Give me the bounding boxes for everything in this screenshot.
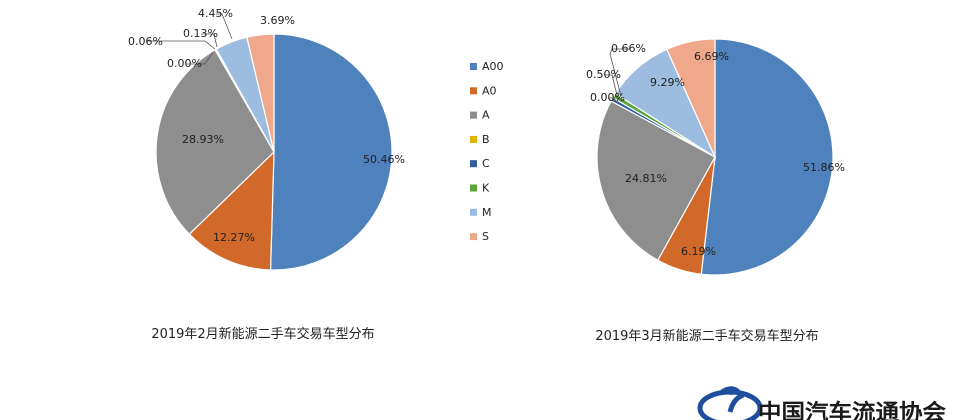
association-logo: 中国汽车流通协会	[697, 386, 946, 420]
legend-label: C	[482, 157, 490, 170]
legend-swatch	[470, 87, 477, 95]
data-label: 28.93%	[182, 133, 224, 146]
association-name: 中国汽车流通协会	[758, 400, 946, 420]
legend-swatch	[470, 233, 477, 241]
data-label: 3.69%	[260, 14, 295, 27]
data-label: 12.27%	[213, 231, 255, 244]
leader-line	[216, 13, 233, 40]
data-label: 6.69%	[694, 50, 729, 63]
leader-line	[609, 48, 630, 97]
legend-swatch	[470, 184, 477, 192]
pie-slice-a00	[700, 38, 834, 276]
chart-title-feb: 2019年2月新能源二手车交易车型分布	[151, 326, 374, 342]
legend-swatch	[470, 135, 477, 143]
legend-label: S	[482, 230, 489, 243]
pie-chart-feb: 50.46% 12.27% 28.93% 0.00% 0.06% 0.13% 4.45% 3.…	[128, 7, 405, 271]
legend-swatch	[470, 111, 477, 119]
data-label: 0.66%	[611, 42, 646, 55]
pie-slice-a	[596, 100, 716, 262]
chart-title-mar: 2019年3月新能源二手车交易车型分布	[595, 328, 818, 344]
data-label: 0.00%	[167, 57, 202, 70]
legend-label: M	[482, 206, 492, 219]
pie-slice-s	[246, 33, 275, 153]
pie-chart-mar: 51.86% 6.19% 24.81% 0.00% 0.50% 0.66% 9.29% 6.6…	[586, 38, 845, 276]
data-label: 0.13%	[183, 27, 218, 40]
data-label: 24.81%	[625, 172, 667, 185]
legend-swatch	[470, 208, 477, 216]
leader-line	[608, 97, 618, 104]
pie-slice-s	[666, 38, 716, 158]
leader-line	[604, 74, 619, 100]
data-label: 50.46%	[363, 153, 405, 166]
leader-line	[186, 51, 214, 65]
data-label: 9.29%	[650, 76, 685, 89]
leader-line	[201, 33, 218, 48]
data-label: 4.45%	[198, 7, 233, 20]
data-label: 0.00%	[590, 91, 625, 104]
leader-line	[146, 40, 216, 50]
data-label: 51.86%	[803, 161, 845, 174]
pie-slice-a00	[269, 33, 393, 271]
legend-swatch	[470, 160, 477, 168]
data-label: 6.19%	[681, 245, 716, 258]
legend-label: A0	[482, 84, 497, 97]
legend-label: A	[482, 109, 490, 122]
data-label: 0.06%	[128, 35, 163, 48]
legend-label: K	[482, 182, 490, 195]
legend-label: B	[482, 133, 490, 146]
legend-swatch	[470, 63, 477, 70]
data-label: 0.50%	[586, 68, 621, 81]
pie-slice-a0	[188, 150, 275, 271]
association-logo-icon	[697, 386, 763, 420]
legend-label: A00	[482, 60, 504, 73]
